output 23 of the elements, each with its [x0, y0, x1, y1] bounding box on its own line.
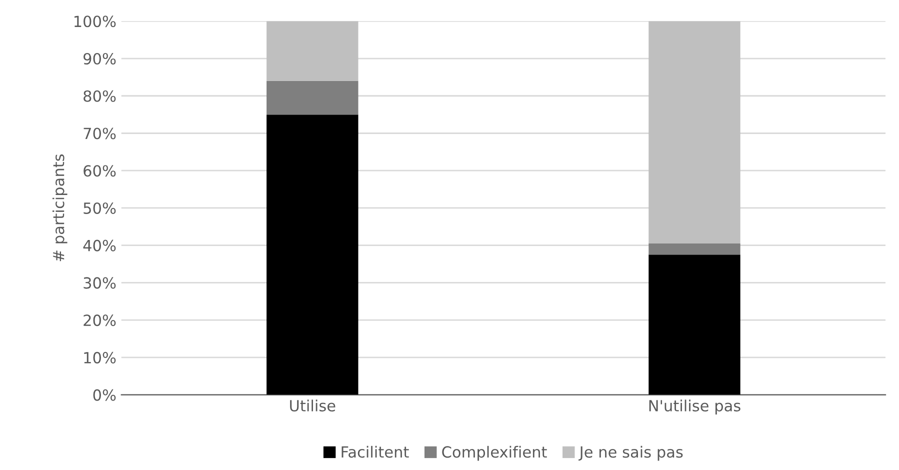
y-tick-label: 10% [84, 352, 116, 364]
y-tick-label: 60% [84, 165, 116, 177]
y-tick-label: 0% [93, 389, 116, 401]
y-axis-title: # participants [52, 154, 68, 262]
x-tick-label: N'utilise pas [649, 400, 740, 414]
legend-label: Facilitent [342, 446, 409, 458]
bar [648, 254, 740, 395]
y-tick-label: 70% [84, 128, 116, 140]
y-tick-label: 80% [84, 90, 116, 102]
bar [266, 114, 358, 395]
y-tick-label: 40% [83, 240, 116, 252]
bar [648, 21, 740, 244]
bar [266, 80, 358, 115]
bar [266, 21, 358, 81]
y-tick-label: 90% [84, 52, 116, 65]
x-tick-label: Utilise [290, 400, 336, 412]
bar [648, 243, 740, 255]
legend-label: Je ne sais pas [578, 446, 683, 461]
legend-label: Complexifient [442, 446, 547, 461]
y-tick-label: 100% [74, 16, 116, 28]
y-tick-label: 30% [84, 277, 116, 289]
y-tick-label: 50% [84, 202, 116, 214]
y-tick-label: 20% [84, 314, 116, 326]
